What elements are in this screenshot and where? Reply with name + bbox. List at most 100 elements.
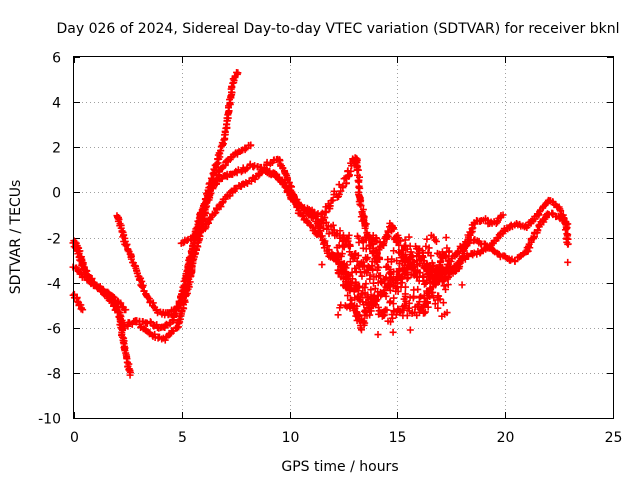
data-point bbox=[335, 241, 343, 249]
data-point bbox=[374, 288, 382, 296]
data-point bbox=[191, 233, 199, 241]
data-point bbox=[383, 306, 391, 314]
y-tick-label: 0 bbox=[52, 186, 61, 202]
data-point bbox=[367, 286, 375, 294]
data-point bbox=[499, 211, 507, 219]
data-point bbox=[195, 229, 203, 237]
data-point bbox=[380, 288, 388, 296]
data-point bbox=[564, 240, 572, 248]
data-point bbox=[387, 258, 395, 266]
data-point bbox=[511, 258, 519, 266]
data-point bbox=[386, 299, 394, 307]
data-point bbox=[444, 264, 452, 272]
data-point bbox=[392, 238, 400, 246]
data-point bbox=[399, 246, 407, 254]
data-point bbox=[369, 265, 377, 273]
data-point bbox=[328, 197, 336, 205]
data-point bbox=[432, 238, 440, 246]
data-point bbox=[122, 242, 130, 250]
data-point bbox=[298, 211, 306, 219]
data-point bbox=[183, 237, 191, 245]
data-point bbox=[361, 319, 369, 327]
data-point bbox=[77, 257, 85, 265]
data-point bbox=[414, 285, 422, 293]
data-point bbox=[431, 236, 439, 244]
x-tick-label: 15 bbox=[389, 430, 407, 446]
data-point bbox=[416, 305, 424, 313]
data-point bbox=[337, 273, 345, 281]
data-point bbox=[334, 251, 342, 259]
x-tick-label: 0 bbox=[70, 430, 79, 446]
data-point bbox=[403, 266, 411, 274]
data-point bbox=[335, 190, 343, 198]
data-point bbox=[346, 302, 354, 310]
data-point bbox=[325, 230, 333, 238]
y-tick-label: -6 bbox=[47, 322, 61, 338]
data-point bbox=[127, 255, 135, 263]
data-point bbox=[117, 299, 125, 307]
data-point bbox=[280, 179, 288, 187]
data-point bbox=[434, 292, 442, 300]
plot-frame bbox=[73, 56, 614, 419]
data-point bbox=[234, 149, 242, 157]
data-point bbox=[445, 257, 453, 265]
data-point bbox=[433, 272, 441, 280]
y-tick-label: -10 bbox=[38, 412, 61, 428]
data-point bbox=[432, 265, 440, 273]
outlier-point bbox=[564, 258, 572, 266]
data-point bbox=[362, 245, 370, 253]
data-point bbox=[445, 247, 453, 255]
data-point bbox=[351, 294, 359, 302]
data-point bbox=[383, 233, 391, 241]
data-point bbox=[357, 326, 365, 334]
data-point bbox=[426, 262, 434, 270]
data-point bbox=[122, 306, 130, 314]
data-point bbox=[404, 274, 412, 282]
data-point bbox=[343, 235, 351, 243]
x-tick-label: 5 bbox=[178, 430, 187, 446]
data-point bbox=[437, 254, 445, 262]
data-point bbox=[379, 310, 387, 318]
data-point bbox=[442, 285, 450, 293]
outlier-point bbox=[374, 331, 382, 339]
data-point bbox=[534, 226, 542, 234]
data-point bbox=[401, 290, 409, 298]
data-point bbox=[425, 244, 433, 252]
data-point bbox=[444, 281, 452, 289]
data-point bbox=[405, 233, 413, 241]
data-point bbox=[389, 300, 397, 308]
data-point bbox=[415, 277, 423, 285]
data-point bbox=[362, 280, 370, 288]
data-point bbox=[320, 213, 328, 221]
data-point bbox=[443, 309, 451, 317]
data-point bbox=[345, 171, 353, 179]
y-tick-label: -2 bbox=[47, 232, 61, 248]
x-tick-label: 10 bbox=[282, 430, 300, 446]
data-point bbox=[342, 264, 350, 272]
data-point bbox=[384, 263, 392, 271]
data-point bbox=[434, 275, 442, 283]
data-point bbox=[442, 234, 450, 242]
data-point bbox=[426, 292, 434, 300]
data-point bbox=[338, 237, 346, 245]
chart-title: Day 026 of 2024, Sidereal Day-to-day VTE… bbox=[57, 21, 620, 37]
data-point bbox=[387, 318, 395, 326]
data-point bbox=[353, 302, 361, 310]
x-axis-title: GPS time / hours bbox=[281, 459, 398, 475]
outlier-point bbox=[318, 261, 326, 269]
data-point bbox=[345, 242, 353, 250]
data-point bbox=[383, 284, 391, 292]
data-point bbox=[416, 294, 424, 302]
data-point bbox=[361, 284, 369, 292]
data-point bbox=[362, 254, 370, 262]
data-point bbox=[139, 283, 147, 291]
data-point bbox=[335, 181, 343, 189]
data-point bbox=[421, 309, 429, 317]
outlier-point bbox=[406, 326, 414, 334]
data-point bbox=[385, 279, 393, 287]
data-point bbox=[386, 274, 394, 282]
data-point bbox=[354, 166, 362, 174]
data-point bbox=[389, 225, 397, 233]
data-point bbox=[79, 306, 87, 314]
